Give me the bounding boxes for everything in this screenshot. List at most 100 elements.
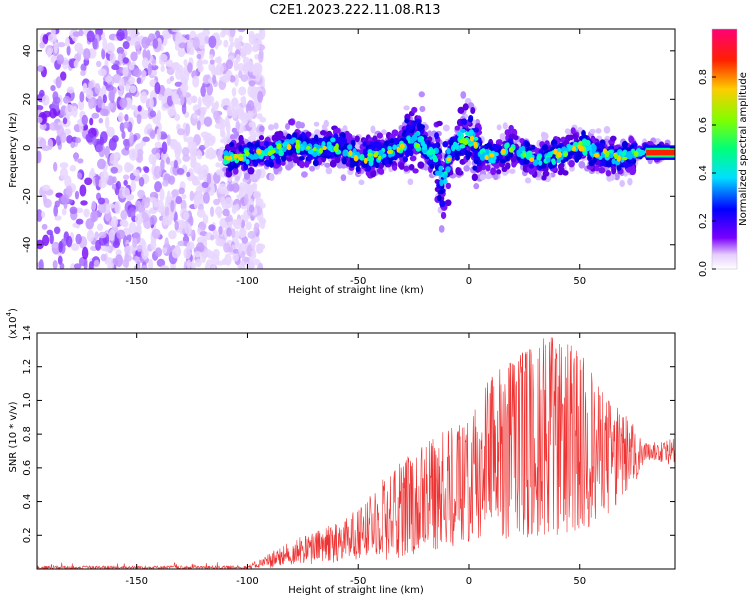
noise-blob [136, 148, 144, 157]
ridge-point [490, 167, 497, 176]
colorbar-tick-label: 0.2 [698, 213, 709, 229]
ridge-point [575, 153, 582, 161]
noise-blob [118, 77, 125, 91]
ridge-point [498, 153, 503, 160]
noise-blob [119, 220, 125, 227]
noise-blob [59, 167, 69, 181]
ridge-point [286, 133, 292, 140]
noise-blob [221, 118, 226, 129]
ridge-point [557, 170, 564, 176]
ridge-point [526, 150, 533, 158]
ridge-point [542, 170, 550, 177]
noise-blob [108, 229, 115, 242]
y-tick-label: 20 [22, 93, 33, 106]
noise-blob [213, 110, 220, 121]
ridge-point [286, 143, 292, 151]
ridge-point [252, 161, 259, 167]
noise-blob [231, 228, 236, 239]
noise-blob [57, 42, 66, 48]
noise-blob [190, 156, 197, 167]
noise-blob [183, 59, 188, 67]
ridge-point [287, 150, 294, 156]
noise-blob [180, 220, 187, 229]
ridge-point [372, 135, 378, 143]
noise-blob [141, 211, 147, 220]
spectrogram-x-label: Height of straight line (km) [288, 285, 424, 296]
noise-blob [63, 128, 72, 136]
noise-blob [157, 94, 164, 101]
noise-blob [197, 32, 205, 39]
noise-blob [58, 240, 63, 253]
noise-blob [149, 64, 159, 71]
ridge-point [370, 169, 377, 178]
spectrogram-x-ticks: -150 -100 -50 0 50 [125, 29, 586, 287]
ridge-point [431, 149, 436, 154]
noise-blob [37, 116, 43, 124]
noise-blob [196, 242, 205, 253]
ridge-point [462, 103, 469, 111]
noise-blob [138, 176, 145, 187]
noise-blob [185, 123, 191, 136]
ridge-point [319, 130, 327, 136]
noise-blob [159, 215, 164, 222]
ridge-point [415, 118, 422, 124]
ridge-point [622, 156, 628, 161]
noise-blob [181, 146, 190, 157]
noise-blob [66, 45, 71, 56]
ridge-point [599, 142, 605, 149]
noise-blob [98, 201, 107, 214]
ridge-point [281, 154, 287, 162]
noise-blob [171, 29, 181, 33]
noise-blob [240, 74, 249, 83]
ridge-point [373, 141, 379, 148]
noise-blob [112, 176, 117, 184]
y-tick-label: 0.6 [22, 460, 33, 476]
noise-blob [115, 249, 122, 257]
noise-blob [130, 51, 138, 62]
noise-blob [122, 66, 129, 77]
noise-blob [202, 214, 209, 225]
ridge-point [403, 105, 410, 111]
noise-blob [140, 91, 148, 104]
ridge-point [505, 162, 511, 170]
noise-blob [83, 208, 90, 218]
noise-blob [208, 35, 217, 49]
noise-blob [41, 184, 51, 192]
noise-blob [92, 136, 97, 146]
noise-blob [39, 41, 46, 49]
ridge-point [637, 151, 644, 157]
ridge-point [572, 145, 576, 152]
noise-blob [51, 243, 60, 249]
noise-blob [186, 259, 192, 269]
ridge-point [530, 144, 536, 150]
ridge-point [581, 141, 586, 148]
noise-blob [196, 150, 203, 160]
noise-blob [119, 97, 128, 108]
ridge-point [619, 179, 625, 188]
noise-blob [95, 173, 100, 187]
ridge-point [355, 165, 361, 173]
ridge-point [306, 145, 311, 150]
noise-blob [121, 130, 126, 140]
noise-blob [145, 196, 151, 203]
ridge-point [324, 162, 331, 168]
ridge-point [508, 147, 514, 153]
noise-blob [182, 84, 187, 98]
noise-blob [136, 113, 142, 125]
x-tick-label: -100 [236, 576, 259, 587]
noise-blob [207, 147, 215, 160]
ridge-point [442, 178, 447, 185]
noise-blob [250, 237, 256, 250]
ridge-point [312, 159, 319, 167]
ridge-point [247, 167, 255, 175]
ridge-point [446, 157, 452, 162]
ridge-point [383, 140, 391, 146]
noise-blob [197, 64, 204, 73]
ridge-point [409, 137, 415, 144]
noise-blob [90, 167, 95, 178]
noise-blob [156, 128, 161, 141]
noise-blob [111, 183, 117, 190]
ridge-point [438, 189, 445, 195]
noise-blob [50, 85, 56, 92]
y-tick-label: -20 [22, 188, 33, 204]
